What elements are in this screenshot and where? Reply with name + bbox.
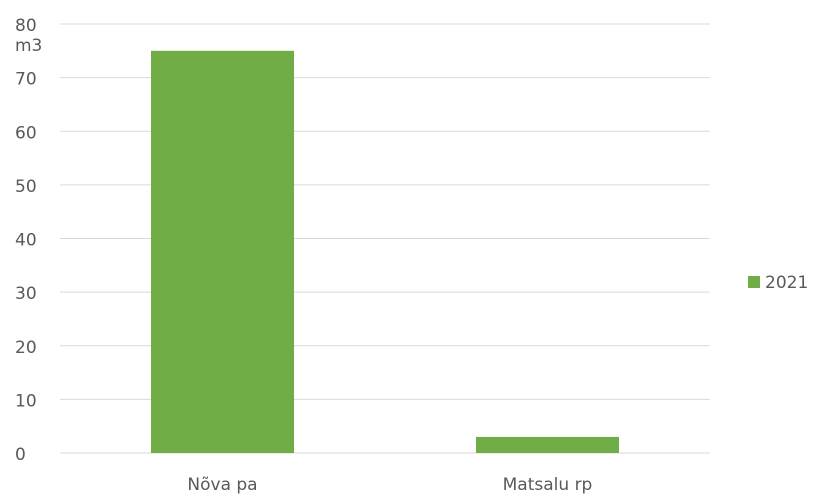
x-tick-label: Nõva pa: [187, 475, 257, 495]
y-tick-label: 20: [15, 338, 37, 358]
legend-label: 2021: [765, 273, 808, 293]
bar: [151, 50, 294, 453]
y-tick-label: 40: [15, 231, 37, 251]
y-tick-label: 0: [15, 445, 26, 465]
bar: [476, 436, 619, 453]
y-tick-label: 70: [15, 70, 37, 90]
x-tick-label: Matsalu rp: [503, 475, 593, 495]
y-tick-label: 10: [15, 391, 37, 411]
y-axis-label: m3: [15, 36, 42, 56]
y-tick-label: 30: [15, 284, 37, 304]
y-tick-label: 60: [15, 123, 37, 143]
y-tick-label: 50: [15, 177, 37, 197]
y-tick-label: 80: [15, 16, 37, 36]
legend-swatch: [748, 276, 760, 288]
